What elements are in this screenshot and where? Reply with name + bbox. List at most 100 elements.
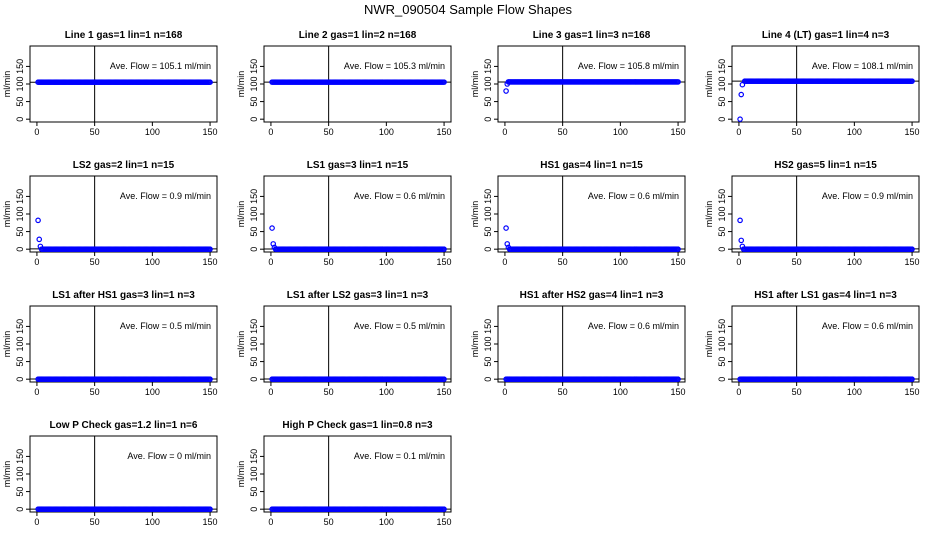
x-tick-label: 50 [90,517,100,527]
y-tick-label: 0 [483,247,493,252]
plot-frame [263,175,452,253]
x-tick-label: 150 [203,127,218,137]
y-axis-label: ml/min [470,331,480,358]
plot-frame [731,175,920,253]
panel-title: HS2 gas=5 lin=1 n=15 [774,160,877,171]
y-tick-label: 150 [483,59,493,74]
x-tick-label: 50 [324,257,334,267]
y-tick-label: 150 [249,319,259,334]
x-tick-label: 150 [203,517,218,527]
data-series [269,79,447,85]
x-tick-label: 150 [437,387,452,397]
y-tick-label: 150 [15,449,25,464]
x-tick-label: 50 [558,257,568,267]
plot-frame [263,435,452,513]
y-tick-label: 100 [483,76,493,91]
y-tick-label: 50 [249,487,259,497]
panel-3: Line 3 gas=1 lin=3 n=168 0 50 100 150 0 50 100 1… [470,30,686,137]
panel-10: LS1 after LS2 gas=3 lin=1 n=3 0 50 100 150 0 5… [236,290,452,397]
y-tick-label: 0 [249,377,259,382]
data-point [207,79,213,86]
y-tick-label: 0 [249,247,259,252]
data-point [675,246,681,252]
y-tick-label: 50 [15,97,25,107]
y-axis-label: ml/min [704,331,714,358]
x-tick-label: 50 [90,387,100,397]
x-tick-label: 150 [671,387,686,397]
data-point [441,506,447,512]
y-axis-label: ml/min [704,201,714,228]
data-point [675,79,681,85]
y-tick-label: 100 [249,76,259,91]
x-tick-label: 100 [379,257,394,267]
x-tick-label: 0 [736,257,741,267]
y-tick-label: 0 [483,117,493,122]
y-tick-label: 100 [717,206,727,221]
x-tick-label: 50 [324,387,334,397]
y-tick-label: 50 [717,227,727,237]
data-point [503,225,509,231]
y-axis-label: ml/min [470,71,480,98]
y-tick-label: 150 [249,59,259,74]
y-tick-label: 150 [15,189,25,204]
panel-title: LS2 gas=2 lin=1 n=15 [73,160,175,171]
data-series [737,376,915,382]
y-tick-label: 100 [249,206,259,221]
data-point [738,91,745,98]
y-tick-label: 150 [249,189,259,204]
panel-2: Line 2 gas=1 lin=2 n=168 0 50 100 150 0 50 100 1… [236,30,452,137]
y-tick-label: 50 [15,487,25,497]
y-tick-label: 0 [249,117,259,122]
data-series [269,376,447,382]
data-point [737,116,743,122]
data-series [269,225,447,252]
panel-title: Line 1 gas=1 lin=1 n=168 [65,30,183,41]
average-flow-annotation: Ave. Flow = 0.1 ml/min [354,451,445,461]
average-flow-annotation: Ave. Flow = 105.3 ml/min [344,61,445,71]
figure-title: NWR_090504 Sample Flow Shapes [364,2,573,17]
y-tick-label: 100 [15,466,25,481]
x-tick-label: 150 [671,257,686,267]
x-tick-label: 0 [736,387,741,397]
y-tick-label: 50 [249,97,259,107]
x-tick-label: 100 [613,387,628,397]
y-tick-label: 100 [717,76,727,91]
data-series [737,78,915,122]
average-flow-annotation: Ave. Flow = 0.6 ml/min [354,191,445,201]
y-axis-label: ml/min [470,201,480,228]
x-tick-label: 100 [145,387,160,397]
x-tick-label: 100 [847,127,862,137]
y-axis-label: ml/min [2,331,12,358]
y-axis-label: ml/min [704,71,714,98]
plot-frame [731,305,920,383]
y-tick-label: 50 [717,357,727,367]
data-point [503,88,509,94]
data-point [675,376,681,382]
x-tick-label: 150 [671,127,686,137]
average-flow-annotation: Ave. Flow = 0.6 ml/min [588,191,679,201]
data-series [35,79,213,86]
panel-title: Line 4 (LT) gas=1 lin=4 n=3 [762,30,890,41]
panel-6: LS1 gas=3 lin=1 n=150 50 100 150050100150ml… [236,160,452,267]
x-tick-label: 50 [792,387,802,397]
y-tick-label: 50 [717,97,727,107]
y-tick-label: 150 [483,189,493,204]
x-tick-label: 0 [736,127,741,137]
average-flow-annotation: Ave. Flow = 0.5 ml/min [354,321,445,331]
y-tick-label: 0 [483,377,493,382]
data-point [207,376,213,382]
plot-frame [731,45,920,123]
x-tick-label: 0 [268,127,273,137]
panel-14: High P Check gas=1 lin=0.8 n=3 0 50 100 150 0… [236,420,452,527]
y-tick-label: 0 [15,377,25,382]
data-point [207,246,213,252]
y-tick-label: 50 [483,357,493,367]
x-tick-label: 50 [792,257,802,267]
data-point [35,217,41,224]
x-tick-label: 100 [613,257,628,267]
x-tick-label: 50 [558,127,568,137]
y-tick-label: 100 [249,466,259,481]
y-axis-label: ml/min [236,331,246,358]
data-series [503,225,681,252]
data-point [441,376,447,382]
